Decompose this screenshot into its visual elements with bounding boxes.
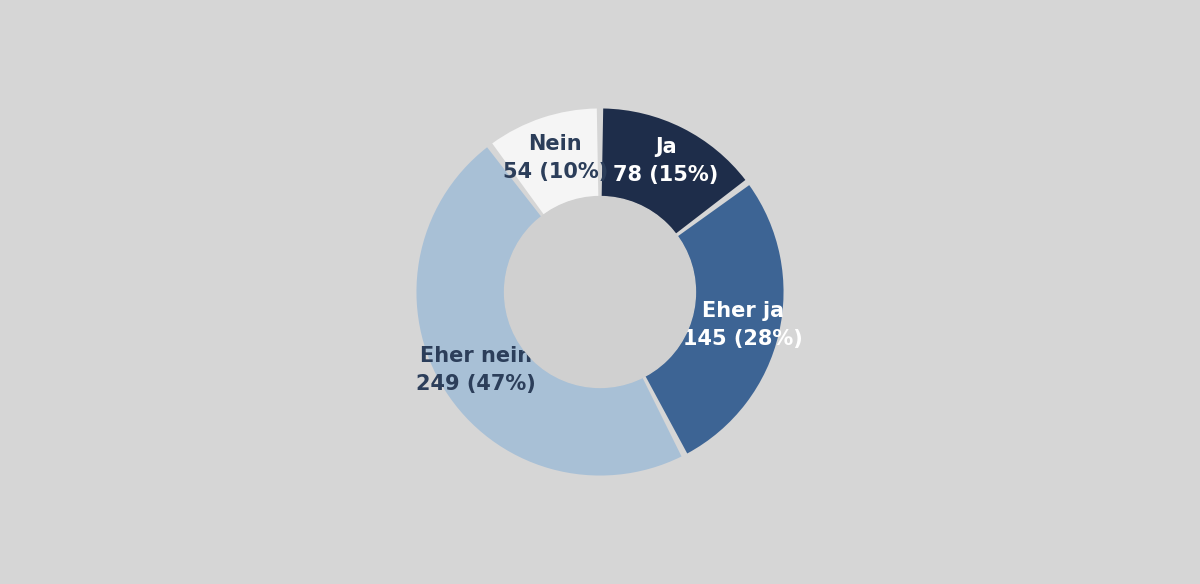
- Text: Eher nein
249 (47%): Eher nein 249 (47%): [416, 346, 535, 394]
- Text: Ja
78 (15%): Ja 78 (15%): [613, 137, 719, 185]
- Circle shape: [504, 197, 696, 387]
- Wedge shape: [492, 109, 599, 215]
- Wedge shape: [416, 147, 682, 475]
- Wedge shape: [646, 185, 784, 454]
- Text: Nein
54 (10%): Nein 54 (10%): [503, 134, 608, 182]
- Wedge shape: [601, 109, 745, 234]
- Text: Eher ja
145 (28%): Eher ja 145 (28%): [683, 301, 803, 349]
